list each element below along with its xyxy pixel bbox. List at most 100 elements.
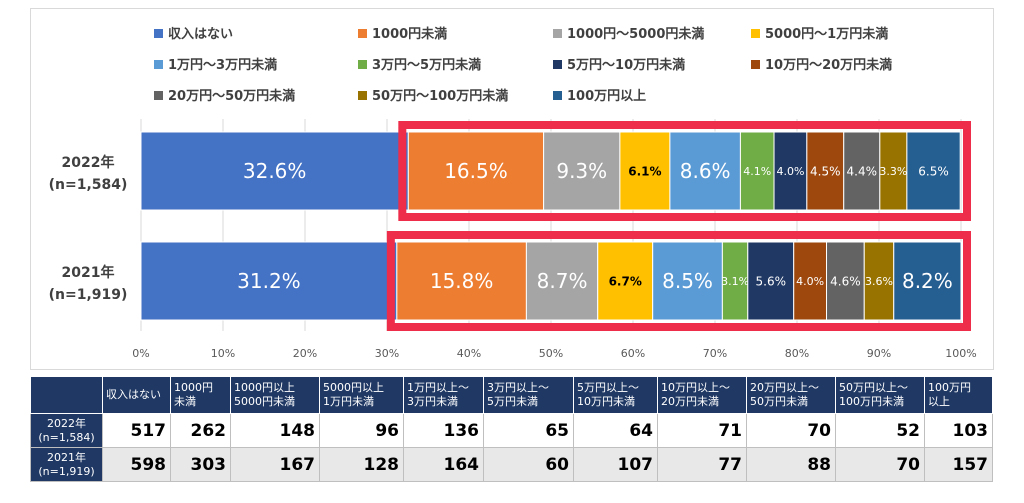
table-cell: 103 [924,413,993,448]
table-cell: 136 [403,413,484,448]
x-tick-label: 60% [621,347,645,360]
data-label: 4.4% [847,164,878,178]
table-column-header: 5000円以上 1万円未満 [319,376,404,414]
table-column-header: 1万円以上～ 3万円未満 [403,376,484,414]
table-cell: 70 [835,447,925,482]
bar-segment [140,241,398,321]
data-label: 8.7% [537,269,588,293]
data-label: 3.3% [879,165,907,178]
data-label: 5.6% [756,274,787,288]
bar-segment [721,241,749,321]
bar-segment [619,131,671,211]
highlight-box [398,121,971,221]
data-label: 9.3% [556,159,607,183]
count-table: 収入はない 1000円 未満 1000円以上 5000円未満 5000円以上 1万円未… [30,376,993,482]
table-column-header: 5万円以上～ 10万円未満 [573,376,658,414]
table-cell: 60 [483,447,574,482]
x-tick-label: 90% [867,347,891,360]
table-cell: 52 [835,413,925,448]
table-cell: 167 [230,447,320,482]
data-label: 15.8% [430,269,494,293]
table-column-header: 10万円以上～ 20万円未満 [657,376,747,414]
category-label: (n=1,584) [49,177,128,193]
data-label: 6.7% [609,274,642,288]
bar-segment [893,241,962,321]
bar-segment [396,241,527,321]
table-row-label: 2022年 (n=1,584) [30,413,103,448]
legend-label: 収入はない [168,27,233,42]
bar-segment [597,241,654,321]
bar-segment [407,131,545,211]
table-column-header: 1000円 未満 [170,376,231,414]
category-label: (n=1,919) [49,287,128,303]
bar-segment [773,131,808,211]
data-label: 4.6% [830,274,861,288]
table-cell: 65 [483,413,574,448]
table-cell: 148 [230,413,320,448]
table-cell: 96 [319,413,404,448]
legend-swatch [553,91,562,100]
x-tick-label: 20% [293,347,317,360]
category-label: 2022年 [62,154,115,171]
stacked-bar-chart: 0% 10% 20% 30% 40% 50% 60% 70% 80% 90% 100% 収入はない 10… [49,26,977,360]
legend-swatch [751,29,760,38]
legend-label: 5万円～10万円未満 [567,57,685,73]
table-header-row: 収入はない 1000円 未満 1000円以上 5000円未満 5000円以上 1万円未… [30,376,993,414]
bar-segment [906,131,961,211]
table-column-header: 100万円 以上 [924,376,993,414]
legend-label: 100万円以上 [567,89,646,104]
table-row-label: 2021年 (n=1,919) [30,447,103,482]
table-cell: 107 [573,447,658,482]
legend-swatch [154,60,163,69]
table-cell: 598 [102,447,171,482]
table-cell: 303 [170,447,231,482]
table-cell: 157 [924,447,993,482]
x-tick-label: 50% [539,347,563,360]
bar-segment [793,241,828,321]
bar-segment [525,241,599,321]
chart-frame: 0% 10% 20% 30% 40% 50% 60% 70% 80% 90% 100% 収入はない 10… [30,8,994,370]
legend-swatch [358,91,367,100]
legend-swatch [553,29,562,38]
table-cell: 77 [657,447,747,482]
data-label: 4.0% [776,165,804,178]
bar-segment [843,131,881,211]
legend-swatch [553,60,562,69]
legend-label: 5000円～1万円未満 [765,26,888,42]
x-tick-label: 80% [785,347,809,360]
legend-label: 1万円～3万円未満 [168,57,277,73]
data-label: 16.5% [444,159,508,183]
table-cell: 64 [573,413,658,448]
data-label: 4.1% [743,165,771,178]
x-tick-label: 30% [375,347,399,360]
x-tick-label: 0% [132,347,149,360]
highlight-box [386,231,971,331]
bar-segment [652,241,723,321]
legend-label: 1000円～5000円未満 [567,26,704,42]
data-label: 8.2% [902,269,953,293]
bar-segment [747,241,795,321]
legend-swatch [154,29,163,38]
legend-label: 1000円未満 [372,26,447,42]
legend-swatch [358,60,367,69]
table-cell: 262 [170,413,231,448]
legend-swatch [751,60,760,69]
bar-segment [863,241,895,321]
legend-swatch [358,29,367,38]
table-column-header: 50万円以上～ 100万円未満 [835,376,925,414]
data-label: 6.5% [918,164,949,178]
table-cell: 88 [746,447,836,482]
data-label: 4.0% [796,275,824,288]
table-column-header: 3万円以上～ 5万円未満 [483,376,574,414]
data-label: 4.5% [810,164,841,178]
data-label: 31.2% [237,269,301,293]
legend-label: 10万円～20万円未満 [765,57,892,73]
bar-segment [140,131,409,211]
table-column-header: 1000円以上 5000円未満 [230,376,320,414]
bar-segment [669,131,741,211]
table-cell: 128 [319,447,404,482]
bar-segment [739,131,775,211]
x-tick-label: 70% [703,347,727,360]
legend-label: 50万円～100万円未満 [372,88,508,104]
x-tick-label: 10% [211,347,235,360]
